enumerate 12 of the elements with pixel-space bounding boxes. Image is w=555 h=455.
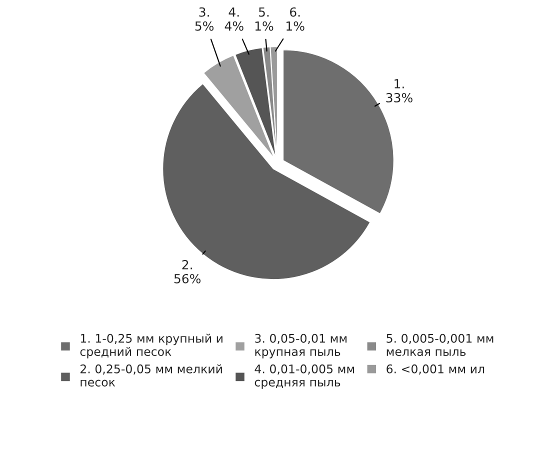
legend-label: 4. 0,01-0,005 мм средняя пыль <box>254 364 354 389</box>
legend-label: 5. 0,005-0,001 мм мелкая пыль <box>386 334 494 356</box>
legend-label: 6. <0,001 мм ил <box>386 364 484 375</box>
data-label: 6. 1% <box>286 7 304 31</box>
data-label: 5. 1% <box>255 7 274 31</box>
data-label: 3. 5% <box>195 7 214 31</box>
legend-label: 1. 1-0,25 мм крупный и средний песок <box>80 334 222 358</box>
legend-label: 3. 0,05-0,01 мм крупная пыль <box>255 334 347 358</box>
data-label: 2. 56% <box>174 260 201 284</box>
legend-label: 2. 0,25-0,05 мм мелкий песок <box>80 364 222 387</box>
data-label: 4. 4% <box>224 7 244 31</box>
data-label: 1. 33% <box>386 79 412 102</box>
